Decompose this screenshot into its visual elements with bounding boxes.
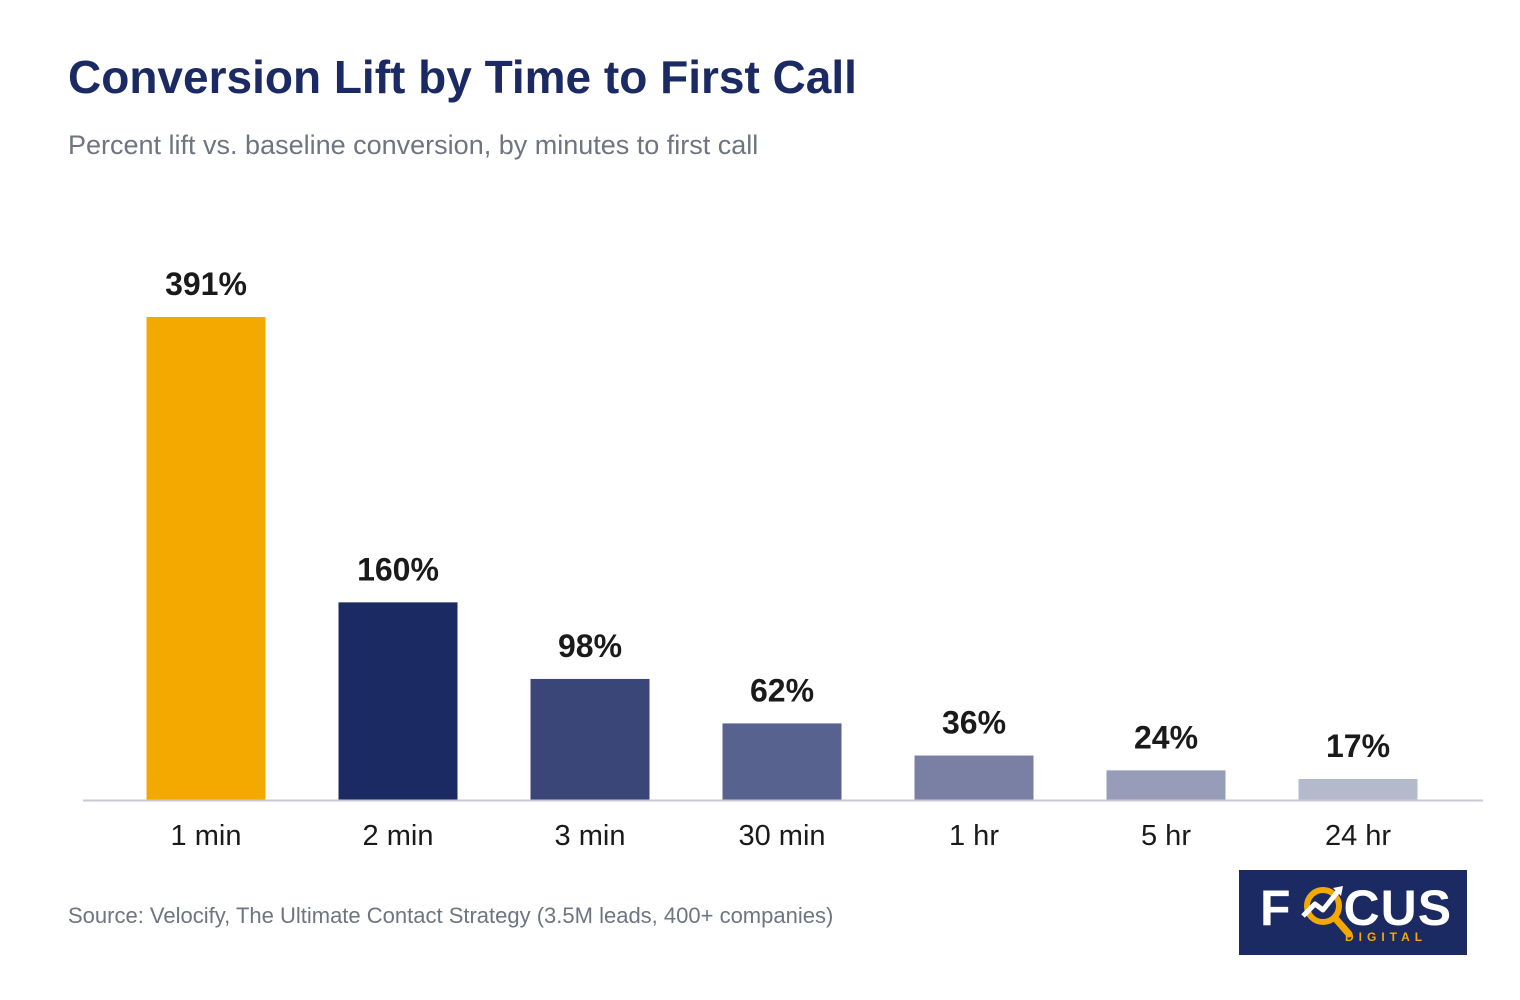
value-label: 24% <box>1134 719 1198 755</box>
bar-5-hr <box>1106 770 1226 800</box>
category-labels-group: 1 min 2 min 3 min 30 min 1 hr 5 hr 24 hr <box>171 820 1392 852</box>
bar-2-min <box>338 602 458 800</box>
logo-wordmark: F CUS <box>1260 879 1452 937</box>
value-label: 160% <box>357 551 439 587</box>
focus-digital-logo: F CUS DIGITAL <box>1239 870 1467 955</box>
bar-30-min <box>722 723 842 800</box>
value-label: 17% <box>1326 728 1390 764</box>
logo-subtitle: DIGITAL <box>1345 930 1428 944</box>
magnifier-chart-icon <box>1301 886 1353 938</box>
bar-1-min <box>146 317 266 800</box>
category-label: 3 min <box>555 820 626 852</box>
bar-3-min <box>530 678 650 800</box>
category-label: 1 hr <box>949 820 999 852</box>
chart-subtitle: Percent lift vs. baseline conversion, by… <box>68 130 759 160</box>
chart-title: Conversion Lift by Time to First Call <box>68 51 857 103</box>
bar-chart: 391% 160% 98% 62% 36% 24% 17% 1 min 2 min 3 min 3… <box>83 266 1483 852</box>
bar-24-hr <box>1298 779 1418 800</box>
category-label: 2 min <box>363 820 434 852</box>
bars-group <box>146 317 1418 800</box>
logo-letter-f: F <box>1260 880 1292 936</box>
value-label: 98% <box>558 628 622 664</box>
bar-1-hr <box>914 755 1034 800</box>
category-label: 24 hr <box>1325 820 1391 852</box>
value-label: 62% <box>750 672 814 708</box>
category-label: 30 min <box>738 820 825 852</box>
logo-letters-cus: CUS <box>1343 880 1453 936</box>
value-label: 391% <box>165 266 247 302</box>
source-note: Source: Velocify, The Ultimate Contact S… <box>68 903 834 928</box>
value-labels-group: 391% 160% 98% 62% 36% 24% 17% <box>165 266 1390 764</box>
category-label: 5 hr <box>1141 820 1191 852</box>
value-label: 36% <box>942 705 1006 741</box>
category-label: 1 min <box>171 820 242 852</box>
